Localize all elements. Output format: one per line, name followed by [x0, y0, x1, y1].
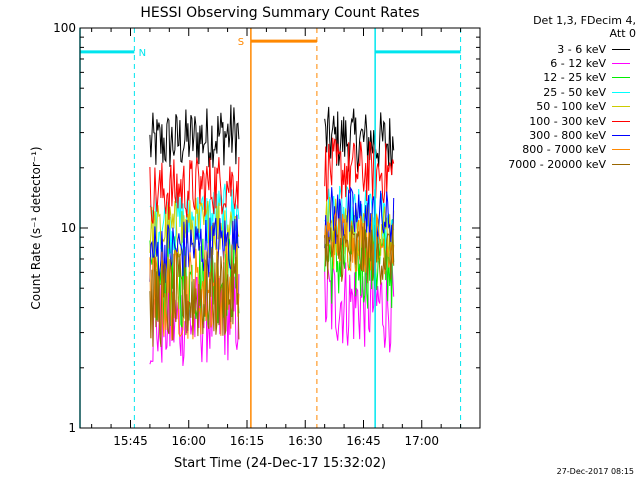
- legend-swatch: [612, 106, 630, 108]
- series-trace-2-segment-2: [324, 255, 395, 353]
- saa-label: S: [238, 37, 244, 48]
- legend-swatch: [612, 77, 630, 79]
- x-tick-label: 16:00: [171, 434, 206, 448]
- legend-label: 3 - 6 keV: [557, 42, 606, 56]
- legend-item: 7000 - 20000 keV: [466, 157, 636, 171]
- x-tick-label: 16:30: [288, 434, 323, 448]
- night-label: N: [139, 48, 146, 59]
- legend-swatch: [612, 163, 630, 165]
- legend-swatch: [612, 149, 630, 151]
- chart-title: HESSI Observing Summary Count Rates: [140, 5, 419, 21]
- legend-swatch: [612, 120, 630, 122]
- legend-swatch: [612, 48, 630, 50]
- x-axis-label: Start Time (24-Dec-17 15:32:02): [174, 456, 386, 471]
- legend-item: 12 - 25 keV: [466, 71, 636, 85]
- legend-header: Det 1,3, FDecim 4, Att 0: [533, 14, 636, 40]
- legend-item: 6 - 12 keV: [466, 56, 636, 70]
- legend-item: 300 - 800 keV: [466, 128, 636, 142]
- y-tick-label: 1: [68, 421, 76, 435]
- legend-item: 3 - 6 keV: [466, 42, 636, 56]
- plot-frame: [79, 27, 481, 429]
- generation-timestamp: 27-Dec-2017 08:15: [556, 467, 634, 476]
- legend-entries: 3 - 6 keV 6 - 12 keV 12 - 25 keV 25 - 50 ke…: [466, 42, 636, 172]
- legend-label: 25 - 50 keV: [543, 85, 606, 99]
- series-trace-6-segment-2: [324, 137, 395, 203]
- x-tick-label: 16:45: [346, 434, 381, 448]
- legend-swatch: [612, 91, 630, 93]
- legend-label: 12 - 25 keV: [543, 71, 606, 85]
- legend-label: 6 - 12 keV: [550, 57, 606, 71]
- legend-label: 300 - 800 keV: [529, 129, 606, 143]
- legend-label: 7000 - 20000 keV: [508, 157, 606, 171]
- series-trace-6-segment-1: [149, 156, 240, 224]
- legend-item: 100 - 300 keV: [466, 114, 636, 128]
- series-trace-9-segment-2: [324, 220, 395, 285]
- legend-swatch: [612, 63, 630, 65]
- legend-swatch: [612, 135, 630, 137]
- legend-item: 50 - 100 keV: [466, 100, 636, 114]
- y-tick-label: 10: [61, 221, 76, 235]
- legend-label: 100 - 300 keV: [529, 114, 606, 128]
- series-trace-9-segment-1: [149, 244, 240, 348]
- legend-label: 800 - 7000 keV: [522, 143, 606, 157]
- legend-item: 25 - 50 keV: [466, 85, 636, 99]
- x-tick-label: 16:15: [230, 434, 265, 448]
- x-tick-label: 17:00: [404, 434, 439, 448]
- x-tick-label: 15:45: [113, 434, 148, 448]
- series-trace-1-segment-1: [149, 104, 240, 168]
- legend: Det 1,3, FDecim 4, Att 0 3 - 6 keV 6 - 12…: [466, 14, 636, 172]
- y-axis-label: Count Rate (s⁻¹ detector⁻¹): [29, 146, 43, 309]
- y-tick-label: 100: [53, 21, 76, 35]
- legend-label: 50 - 100 keV: [536, 100, 606, 114]
- legend-item: 800 - 7000 keV: [466, 143, 636, 157]
